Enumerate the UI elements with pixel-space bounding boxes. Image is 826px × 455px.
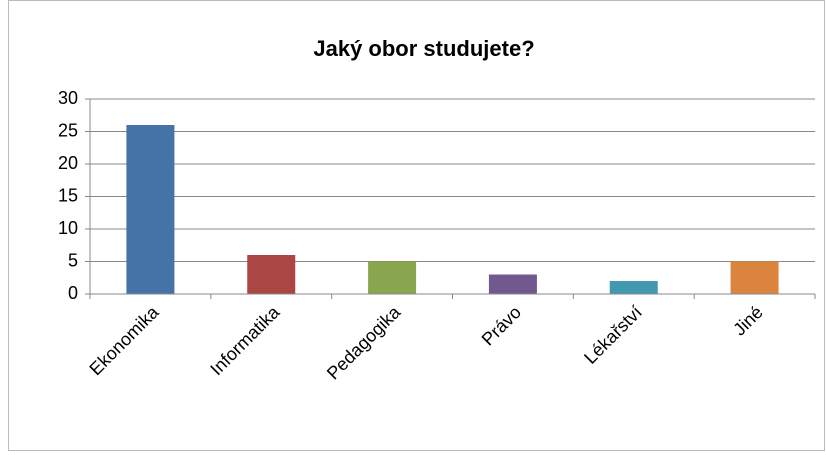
y-tick-label: 0 (68, 283, 78, 303)
bar (247, 255, 296, 294)
bar (730, 261, 779, 294)
bar (609, 281, 658, 294)
y-tick-label: 25 (58, 120, 78, 140)
y-tick-label: 20 (58, 153, 78, 173)
bar (368, 261, 417, 294)
chart-title: Jaký obor studujete? (313, 36, 534, 61)
bar (488, 274, 537, 294)
bar (126, 125, 175, 294)
y-tick-label: 30 (58, 88, 78, 108)
y-tick-label: 15 (58, 185, 78, 205)
y-tick-label: 5 (68, 250, 78, 270)
y-tick-label: 10 (58, 218, 78, 238)
